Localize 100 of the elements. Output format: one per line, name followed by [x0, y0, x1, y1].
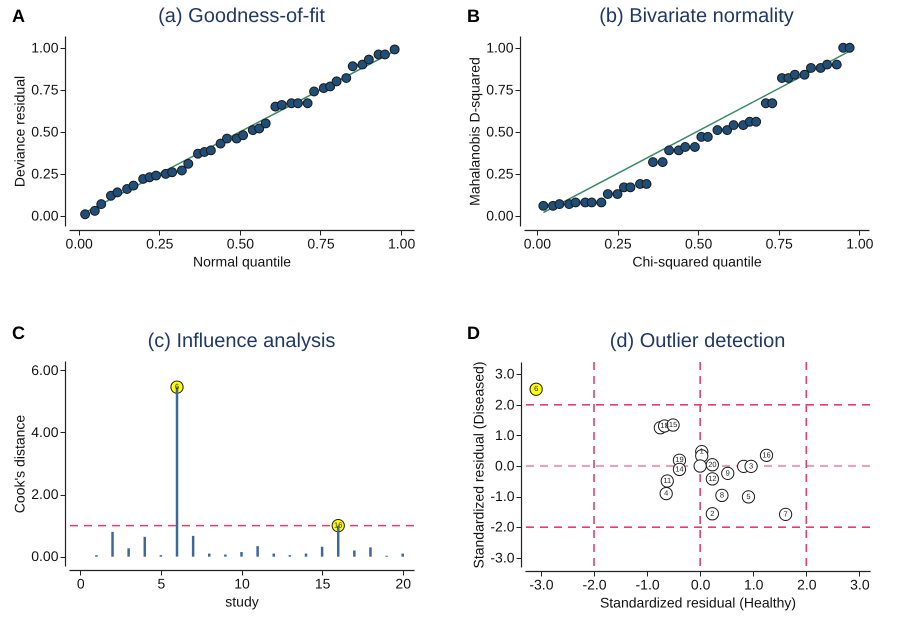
x-tick-label: 2.0 [797, 576, 817, 592]
point [767, 98, 778, 108]
point [648, 157, 658, 168]
x-tick-label: 0.50 [684, 236, 712, 252]
y-tick-label: 0.00 [31, 207, 59, 224]
y-tick-label: 4.00 [31, 424, 59, 440]
y-tick-label: -2.0 [490, 518, 515, 535]
x-tick-label: 0.50 [226, 236, 254, 252]
point [822, 60, 832, 70]
point [602, 189, 613, 200]
point [90, 206, 100, 216]
point [690, 142, 700, 152]
point [722, 125, 732, 136]
y-tick-label: 0.25 [31, 165, 59, 182]
bar [144, 536, 146, 557]
chart-title: (c) Influence analysis [148, 330, 336, 352]
bar [192, 536, 194, 557]
point [357, 60, 368, 70]
x-tick-label: 1.0 [744, 576, 764, 592]
point [176, 166, 187, 176]
point [380, 50, 390, 60]
y-axis-title: Mahalanobis D-squared [466, 57, 482, 206]
bar [401, 554, 404, 557]
x-tick-label: 5 [157, 576, 166, 592]
x-tick-label: 0.00 [66, 236, 94, 252]
y-tick-label: -3.0 [490, 549, 515, 566]
x-tick-label: -2.0 [582, 576, 607, 592]
point [332, 76, 342, 86]
x-tick-label: -3.0 [529, 576, 554, 592]
point [800, 70, 810, 80]
point [167, 167, 178, 178]
bar [256, 546, 259, 557]
y-tick-label: 1.00 [486, 39, 514, 56]
x-axis-title: Normal quantile [192, 254, 292, 270]
chart-title: (a) Goodness-of-fit [158, 5, 326, 27]
y-tick-label: 2.00 [31, 486, 59, 502]
bar [353, 550, 356, 557]
point [80, 209, 90, 220]
bar [127, 548, 130, 557]
x-tick-label: -1.0 [636, 576, 660, 592]
bar [208, 554, 211, 557]
point [790, 70, 800, 80]
point [702, 132, 713, 142]
point [390, 44, 400, 54]
point [260, 118, 271, 128]
point [751, 116, 762, 127]
point [694, 459, 707, 473]
point [151, 170, 162, 181]
point [302, 98, 313, 108]
point [612, 189, 622, 200]
point [844, 42, 855, 53]
point [348, 61, 358, 72]
y-tick-label: -1.0 [490, 488, 515, 504]
point [832, 60, 842, 70]
x-tick-label: 0.25 [604, 236, 632, 252]
x-tick-label: 0.75 [307, 236, 335, 252]
point [254, 124, 264, 134]
point [554, 199, 564, 210]
x-tick-label: 1.00 [846, 236, 874, 252]
point [728, 120, 739, 130]
y-axis-title: Cook's distance [11, 414, 28, 514]
x-tick-label: 1.00 [388, 236, 416, 252]
x-tick-label: 20 [395, 576, 412, 592]
point [238, 130, 248, 140]
point [206, 145, 216, 156]
x-tick-label: 0.25 [146, 236, 174, 252]
x-tick-label: 10 [234, 576, 250, 592]
y-tick-label: 0.75 [486, 81, 514, 98]
point [341, 73, 352, 83]
y-axis-title: Standardized residual (Diseased) [470, 362, 486, 568]
y-tick-label: 0.0 [495, 458, 515, 474]
text: A [12, 6, 25, 27]
point [625, 182, 636, 192]
point [664, 145, 674, 156]
point [364, 54, 374, 65]
point [309, 86, 320, 96]
bar [240, 552, 243, 557]
x-tick-label: 0.0 [690, 576, 711, 592]
bar [111, 532, 114, 557]
x-tick-label: 3.0 [850, 576, 870, 592]
x-tick-label: 15 [314, 576, 331, 592]
point [183, 158, 194, 169]
bar [336, 526, 340, 557]
bar [272, 554, 275, 557]
x-axis-title: Chi-squared quantile [632, 254, 762, 270]
point [538, 200, 548, 211]
y-tick-label: 0.50 [31, 123, 59, 140]
x-axis-title: study [225, 594, 259, 610]
y-tick-label: 0.50 [486, 123, 514, 140]
point [216, 138, 226, 149]
y-tick-label: 2.0 [495, 396, 515, 412]
point [292, 98, 303, 108]
x-tick-label: 0.00 [524, 236, 552, 252]
text: B [467, 6, 480, 27]
text: C [12, 323, 25, 344]
point [276, 100, 287, 110]
point [658, 157, 668, 168]
bar [320, 546, 324, 557]
chart-title: (d) Outlier detection [610, 330, 786, 352]
point [222, 134, 232, 144]
